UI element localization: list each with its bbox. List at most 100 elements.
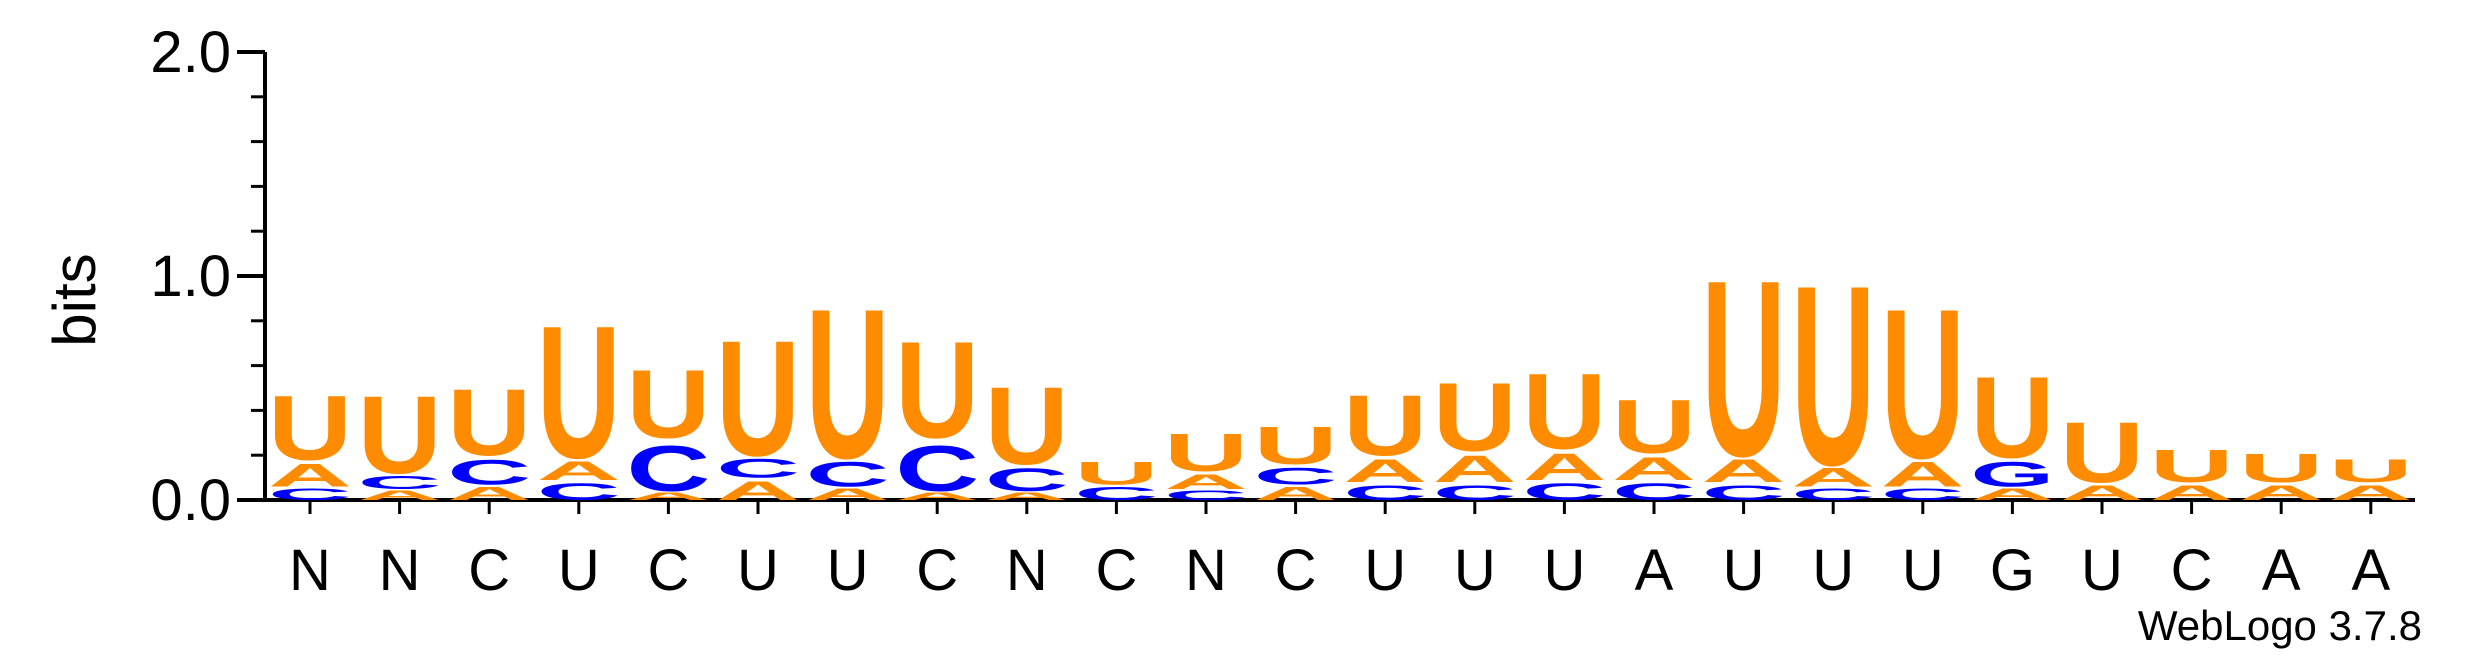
logo-column: CAU	[1881, 265, 1965, 504]
logo-letter-A: A	[1164, 469, 1248, 493]
logo-letter-U: U	[626, 349, 710, 458]
logo-letter-A: A	[1343, 453, 1427, 489]
logo-column: ACU	[1254, 416, 1338, 504]
weblogo-version-label: WebLogo 3.7.8	[2138, 602, 2422, 649]
y-axis: 0.0 1.0 2.0	[150, 20, 267, 533]
logo-letter-U: U	[1881, 265, 1965, 503]
logo-letter-C: C	[447, 453, 531, 492]
logo-letter-C: C	[895, 432, 979, 504]
logo-letter-U: U	[1343, 377, 1427, 474]
logo-letter-G: G	[1970, 455, 2054, 494]
logo-letter-C: C	[1074, 483, 1158, 504]
x-tick-label: U	[2081, 538, 2123, 603]
logo-letter-A: A	[1522, 446, 1606, 488]
logo-column: ACU	[626, 349, 710, 505]
x-tick-label: A	[1635, 538, 1674, 603]
logo-letter-A: A	[1970, 485, 2054, 503]
logo-letter-U: U	[1970, 352, 2054, 482]
logo-column: AU	[2150, 441, 2234, 505]
logo-letter-A: A	[1433, 448, 1517, 490]
logo-letter-A: A	[2060, 480, 2144, 504]
x-tick-label: C	[916, 538, 958, 603]
x-tick-label: U	[1723, 538, 1765, 603]
logo-letter-U: U	[985, 365, 1069, 489]
x-tick-label: A	[2262, 538, 2301, 603]
logo-letter-C: C	[1164, 488, 1248, 503]
x-tick-label: C	[1095, 538, 1137, 603]
logo-column: CAU	[1791, 234, 1875, 520]
logo-letter-U: U	[2239, 446, 2323, 491]
logo-column: ACU	[716, 307, 800, 505]
logo-letter-U: U	[1791, 234, 1875, 520]
logo-letter-A: A	[985, 490, 1069, 502]
logo-letter-U: U	[268, 377, 352, 480]
logo-letter-U: U	[1254, 416, 1338, 476]
logo-letter-U: U	[2060, 404, 2144, 501]
logo-letter-A: A	[1612, 451, 1696, 487]
x-tick-label: U	[1902, 538, 1944, 603]
logo-letter-C: C	[1433, 480, 1517, 504]
logo-column: ACU	[985, 365, 1069, 503]
logo-column: AGU	[1970, 352, 2054, 503]
logo-column: CAU	[1433, 363, 1517, 505]
y-tick-label: 2.0	[150, 20, 231, 85]
logo-letter-A: A	[716, 476, 800, 506]
logo-letter-C: C	[626, 432, 710, 504]
logo-letter-A: A	[2150, 480, 2234, 504]
logo-letter-A: A	[447, 483, 531, 504]
logo-letter-U: U	[2150, 441, 2234, 492]
logo-letter-A: A	[2239, 480, 2323, 504]
logo-letter-U: U	[447, 370, 531, 475]
x-tick-label: U	[1364, 538, 1406, 603]
logo-letter-U: U	[358, 374, 442, 498]
x-tick-label: C	[2171, 538, 2213, 603]
x-tick-label: U	[558, 538, 600, 603]
x-tick-label: U	[827, 538, 869, 603]
logo-column: AU	[2060, 404, 2144, 505]
logo-letter-A: A	[806, 485, 890, 503]
logo-letter-A: A	[2329, 480, 2413, 504]
logo-letter-U: U	[895, 314, 979, 467]
x-tick-label: A	[2351, 538, 2390, 603]
logo-letter-U: U	[1074, 455, 1158, 491]
logo-column: ACU	[895, 314, 979, 505]
logo-column: CU	[1074, 455, 1158, 504]
logo-column: ACU	[358, 374, 442, 503]
logo-column: CAU	[1164, 423, 1248, 503]
logo-column: CAU	[1612, 384, 1696, 505]
logo-letter-U: U	[2329, 453, 2413, 489]
logo-letter-C: C	[806, 455, 890, 494]
logo-letter-C: C	[268, 485, 352, 503]
logo-letter-A: A	[358, 488, 442, 503]
x-tick-label: N	[289, 538, 331, 603]
logo-letter-C: C	[358, 472, 442, 493]
logo-column: AU	[2239, 446, 2323, 505]
logo-letter-U: U	[1433, 363, 1517, 472]
logo-letter-C: C	[1254, 462, 1338, 489]
x-tick-label: N	[1006, 538, 1048, 603]
x-tick-label: G	[1990, 538, 2035, 603]
x-tick-label: N	[1185, 538, 1227, 603]
logo-column: CAU	[537, 288, 621, 506]
logo-letter-A: A	[626, 490, 710, 502]
logo-column: CAU	[268, 377, 352, 503]
logo-letter-C: C	[716, 453, 800, 483]
x-tick-label: C	[1275, 538, 1317, 603]
logo-letter-C: C	[537, 478, 621, 505]
x-tick-label: U	[1454, 538, 1496, 603]
logo-letter-A: A	[1881, 455, 1965, 494]
y-axis-label: bits	[41, 253, 108, 346]
logo-letter-U: U	[1702, 229, 1786, 509]
x-tick-label: C	[468, 538, 510, 603]
logo-letter-A: A	[1254, 483, 1338, 504]
logo-letter-A: A	[895, 490, 979, 502]
logo-column: ACU	[806, 265, 890, 504]
logo-column: CAU	[1702, 229, 1786, 509]
logo-column: CAU	[1343, 377, 1427, 505]
logo-letter-U: U	[1164, 423, 1248, 483]
logo-letter-U: U	[716, 307, 800, 491]
x-tick-label: U	[1543, 538, 1585, 603]
logo-letter-A: A	[1791, 462, 1875, 492]
